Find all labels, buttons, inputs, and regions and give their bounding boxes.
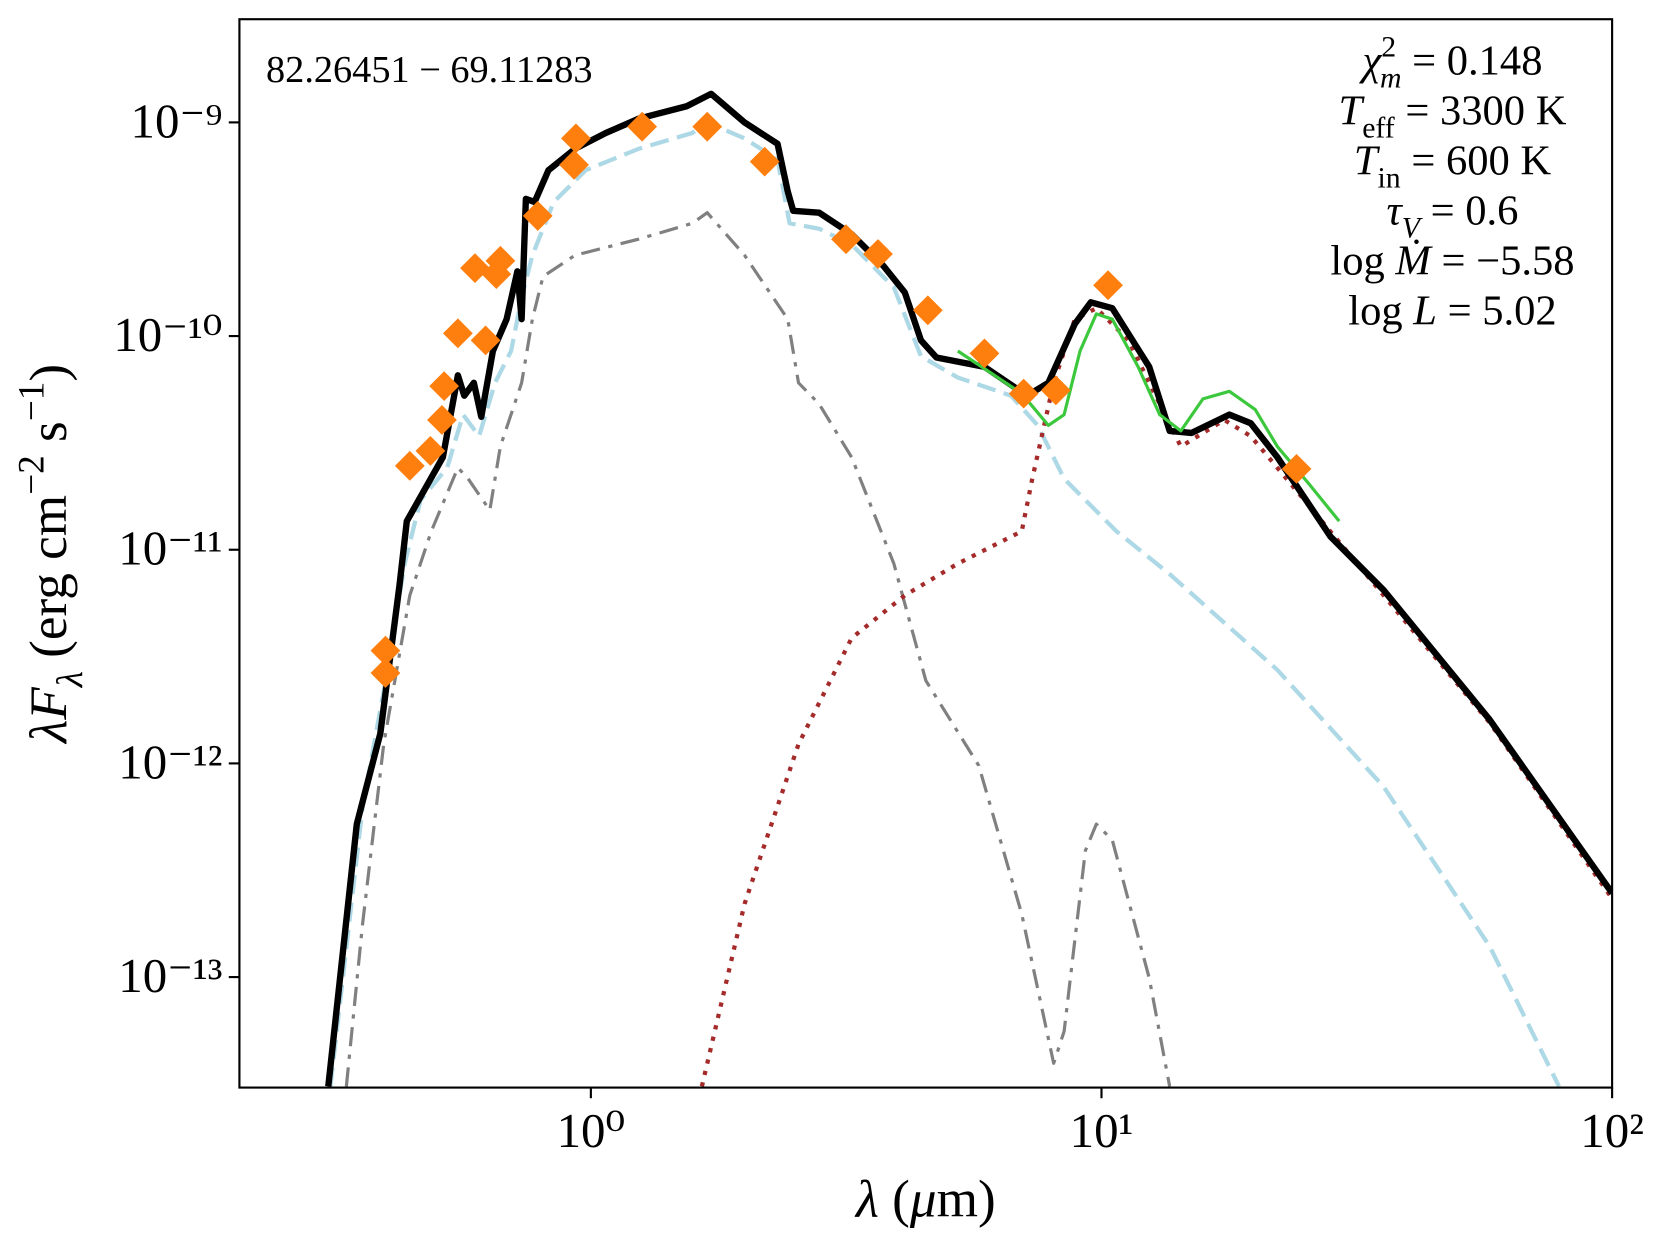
- text-part: λ: [854, 1169, 879, 1228]
- text-part: τ: [1387, 188, 1404, 235]
- x-tick-label: 10⁰: [557, 1103, 626, 1158]
- model-line: [325, 90, 1613, 1087]
- data-point: [863, 239, 893, 269]
- text-part: eff: [1362, 111, 1395, 144]
- x-axis-label: λ (μm): [854, 1169, 996, 1228]
- text-part: T: [1339, 88, 1366, 135]
- fit-parameter: log L = 5.02: [1348, 288, 1556, 335]
- data-point: [1008, 378, 1039, 409]
- text-part: in: [1378, 161, 1401, 194]
- data-point: [442, 318, 473, 349]
- data-point: [1093, 270, 1123, 301]
- text-part: λ: [50, 671, 91, 688]
- data-point: [1040, 375, 1071, 406]
- text-part: = 0.148: [1401, 38, 1542, 85]
- data-point: [969, 338, 1000, 369]
- data-point: [692, 111, 723, 142]
- fit-parameter: τV = 0.6: [1387, 188, 1519, 245]
- text-part: log: [1348, 288, 1413, 335]
- text-part: s: [19, 421, 78, 455]
- text-part: Ṁ: [1394, 238, 1433, 285]
- text-part: V: [1402, 211, 1424, 244]
- data-point: [470, 325, 501, 356]
- x-tick-label: 10¹: [1070, 1103, 1134, 1158]
- text-part: L: [1412, 288, 1437, 335]
- text-part: −1: [12, 382, 53, 422]
- text-part: χ: [1359, 38, 1383, 85]
- fit-parameter: χ2 m = 0.148: [1359, 31, 1543, 95]
- y-tick-label: 10⁻¹¹: [118, 521, 222, 576]
- data-point: [429, 371, 460, 402]
- plot-area: [325, 90, 1613, 1088]
- text-part: = 600 K: [1401, 138, 1552, 185]
- text-part: = 5.02: [1437, 288, 1557, 335]
- model-line: [344, 211, 1172, 1087]
- y-tick-label: 10⁻¹⁰: [113, 307, 222, 362]
- model-line: [956, 312, 1341, 523]
- fit-parameter: Tin = 600 K: [1354, 138, 1552, 195]
- text-part: T: [1354, 138, 1381, 185]
- text-part: m): [937, 1169, 996, 1228]
- text-part: −2: [12, 455, 53, 495]
- data-point: [370, 658, 401, 688]
- data-point: [370, 635, 401, 666]
- data-point: [394, 450, 425, 481]
- text-part: 2: [1381, 31, 1396, 64]
- data-point: [415, 436, 446, 466]
- data-point: [427, 405, 457, 435]
- y-tick-label: 10⁻⁹: [131, 93, 223, 148]
- text-part: (: [879, 1169, 910, 1228]
- text-part: λF: [19, 687, 78, 745]
- annotation: 82.26451 − 69.11283: [266, 49, 593, 91]
- text-part: = 0.6: [1420, 188, 1518, 235]
- model-line: [328, 120, 1561, 1088]
- text-part: log: [1330, 238, 1395, 285]
- data-point: [559, 149, 589, 180]
- text-part: μ: [909, 1169, 937, 1228]
- text-part: = 3300 K: [1395, 88, 1567, 135]
- y-tick-label: 10⁻¹²: [118, 734, 222, 789]
- data-point: [561, 123, 591, 154]
- text-part: ): [19, 364, 78, 382]
- fit-parameter: Teff = 3300 K: [1339, 88, 1567, 145]
- text-part: (erg cm: [19, 495, 78, 671]
- y-tick-label: 10⁻¹³: [118, 948, 222, 1003]
- fit-parameter: log Ṁ = −5.58: [1330, 238, 1574, 285]
- axes-frame: [238, 18, 1614, 1089]
- text-part: m: [1380, 61, 1402, 94]
- data-point: [627, 111, 658, 142]
- data-point: [1281, 453, 1312, 484]
- text-part: = −5.58: [1431, 238, 1575, 285]
- y-axis-label: λFλ (erg cm−2 s−1): [12, 364, 91, 745]
- x-tick-label: 10²: [1580, 1103, 1644, 1158]
- data-point: [912, 295, 943, 326]
- data-point: [522, 201, 553, 231]
